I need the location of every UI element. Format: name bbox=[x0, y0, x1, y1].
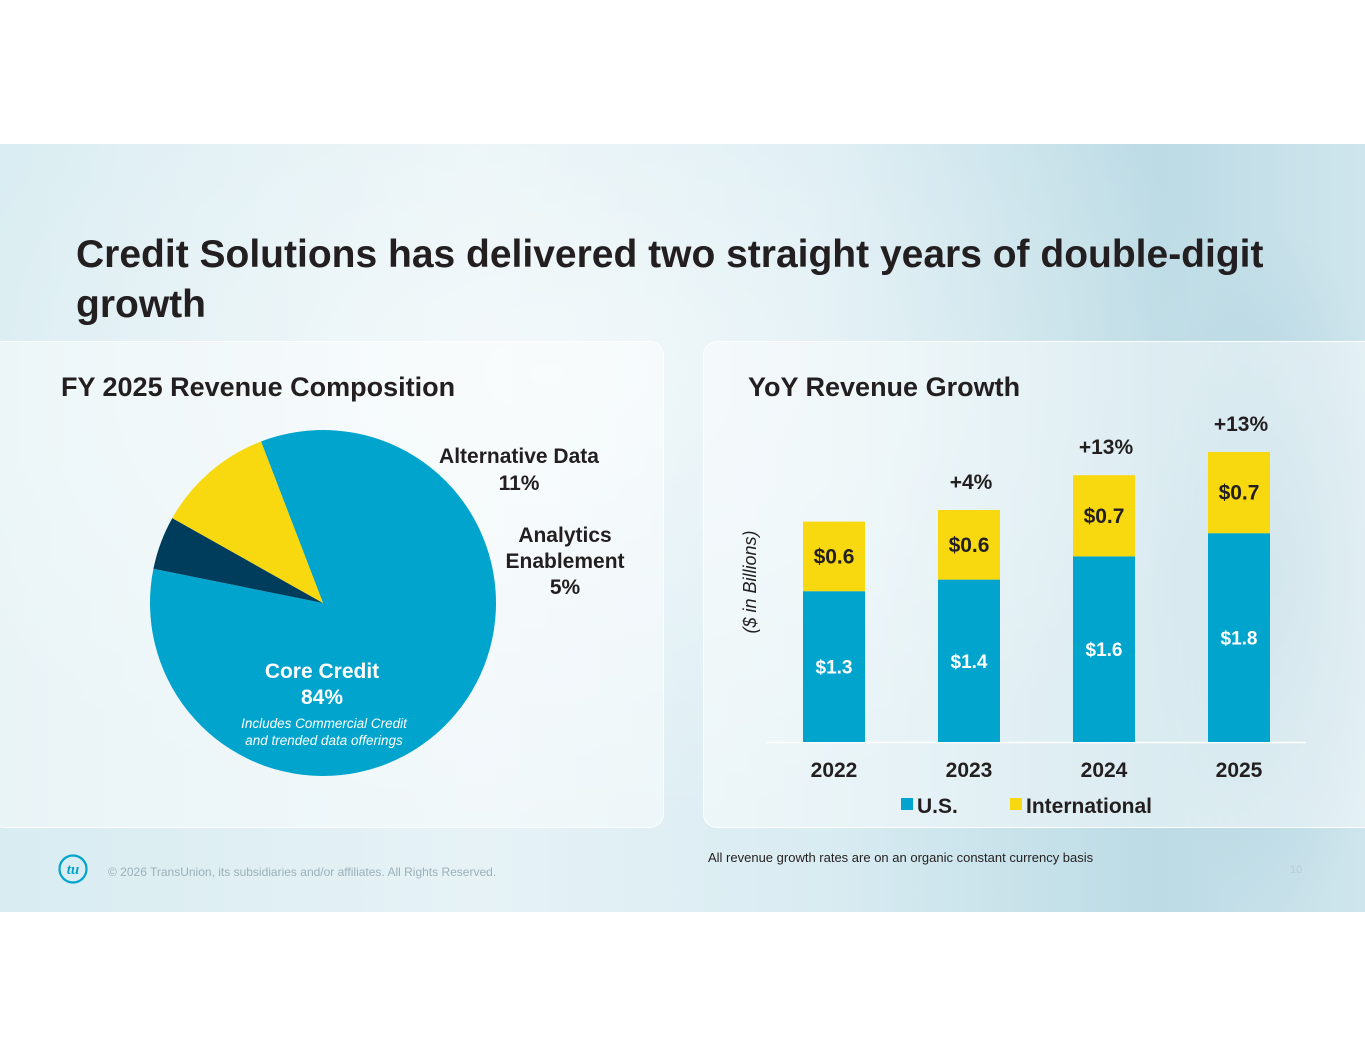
pie-slice-analytics-enablement bbox=[153, 518, 323, 603]
pie-label-analytics-enablement: Enablement bbox=[505, 550, 624, 573]
x-tick-label-2024: 2024 bbox=[1081, 759, 1128, 782]
pie-value-core-credit: 84% bbox=[301, 686, 343, 709]
data-label-international-2022: $0.6 bbox=[814, 545, 855, 568]
data-label-international-2025: $0.7 bbox=[1219, 482, 1260, 505]
slide: Credit Solutions has delivered two strai… bbox=[0, 144, 1365, 912]
charts-canvas: Core Credit 84% Includes Commercial Credit… bbox=[149, 413, 1306, 818]
svg-text:tu: tu bbox=[67, 862, 80, 878]
x-tick-label-2022: 2022 bbox=[811, 759, 858, 782]
footnote: All revenue growth rates are on an organ… bbox=[708, 850, 1094, 865]
data-label-us-2025: $1.8 bbox=[1221, 629, 1258, 650]
bar-international-2024 bbox=[1073, 475, 1135, 557]
data-label-us-2023: $1.4 bbox=[951, 652, 988, 673]
page-number: 10 bbox=[1290, 864, 1303, 876]
pie-value-analytics-enablement: 5% bbox=[550, 576, 581, 599]
y-axis-label: ($ in Billions) bbox=[740, 530, 760, 633]
transunion-logo-icon: tu bbox=[58, 854, 88, 884]
pie-value-alternative-data: 11% bbox=[499, 472, 540, 495]
copyright-notice: © 2026 TransUnion, its subsidiaries and/… bbox=[108, 865, 497, 879]
bar-international-2023 bbox=[938, 510, 1000, 580]
pie-label-alternative-data: Alternative Data bbox=[439, 445, 599, 468]
legend-label-us: U.S. bbox=[917, 795, 958, 818]
bar-international-2025 bbox=[1208, 452, 1270, 534]
bar-us-2025 bbox=[1208, 533, 1270, 742]
legend-label-international: International bbox=[1026, 795, 1152, 818]
bar-international-2022 bbox=[803, 521, 865, 592]
pie-note-core-credit: and trended data offerings bbox=[245, 733, 403, 748]
pie-slice-alternative-data bbox=[172, 441, 323, 603]
data-label-us-2024: $1.6 bbox=[1086, 640, 1123, 661]
bar-us-2023 bbox=[938, 579, 1000, 742]
x-tick-label-2023: 2023 bbox=[946, 759, 993, 782]
pie-note-core-credit: Includes Commercial Credit bbox=[241, 716, 408, 731]
data-label-international-2023: $0.6 bbox=[949, 534, 990, 557]
x-tick-label-2025: 2025 bbox=[1216, 759, 1263, 782]
growth-label-2025: +13% bbox=[1214, 413, 1269, 436]
bar-us-2024 bbox=[1073, 556, 1135, 742]
pie-slice-core-credit bbox=[149, 429, 496, 776]
pie-label-core-credit: Core Credit bbox=[265, 660, 379, 683]
data-label-us-2022: $1.3 bbox=[816, 658, 853, 679]
bar-us-2022 bbox=[803, 591, 865, 742]
growth-label-2024: +13% bbox=[1079, 436, 1134, 459]
pie-chart-title: FY 2025 Revenue Composition bbox=[61, 372, 456, 402]
slide-title: Credit Solutions has delivered two strai… bbox=[76, 233, 1264, 326]
legend-swatch-international bbox=[1010, 798, 1022, 810]
data-label-international-2024: $0.7 bbox=[1084, 505, 1125, 528]
growth-label-2023: +4% bbox=[950, 471, 993, 494]
pie-label-analytics-enablement: Analytics bbox=[518, 524, 611, 547]
bar-chart-title: YoY Revenue Growth bbox=[748, 372, 1021, 402]
legend-swatch-us bbox=[901, 798, 913, 810]
